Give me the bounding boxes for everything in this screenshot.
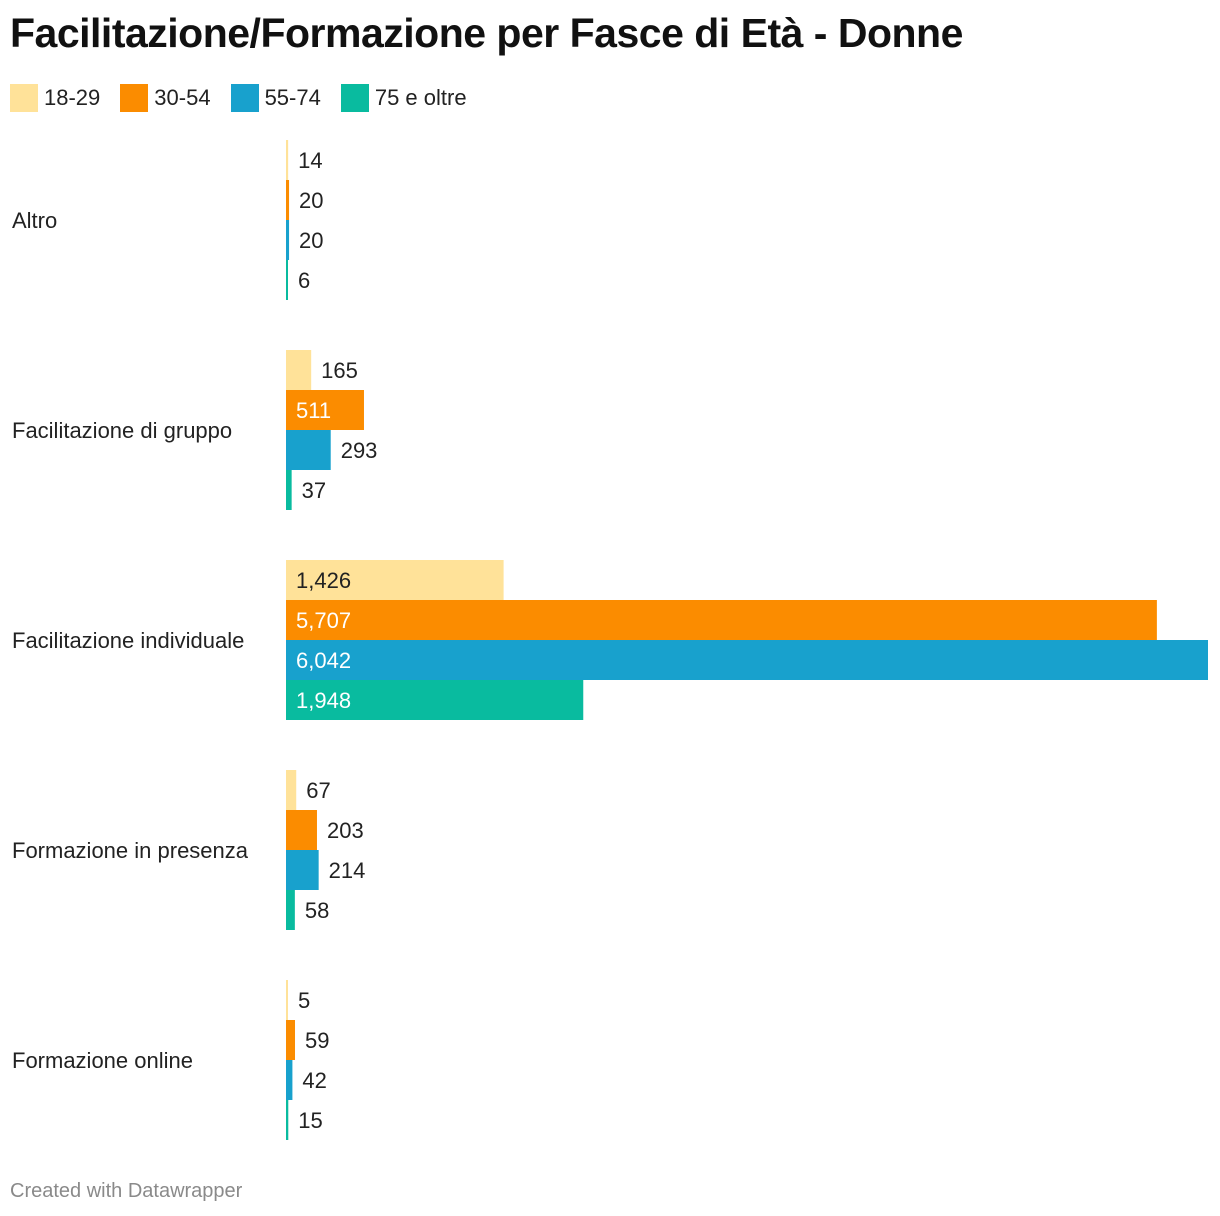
value-label-altro-55-74: 20 [299, 228, 323, 253]
bar-formazione-online-55-74 [286, 1060, 293, 1100]
bar-facilitazione-di-gruppo-18-29 [286, 350, 312, 390]
bar-facilitazione-individuale-30-54 [286, 600, 1157, 640]
value-label-facilitazione-individuale-18-29: 1,426 [296, 568, 351, 593]
bar-altro-18-29 [286, 140, 289, 180]
category-label-facilitazione-di-gruppo: Facilitazione di gruppo [12, 418, 232, 443]
legend-item-18-29: 18-29 [10, 84, 100, 112]
legend-label-30-54: 30-54 [154, 85, 211, 110]
value-label-formazione-online-18-29: 5 [298, 988, 310, 1013]
value-label-facilitazione-di-gruppo-18-29: 165 [321, 358, 358, 383]
value-label-formazione-in-presenza-18-29: 67 [306, 778, 330, 803]
bar-formazione-in-presenza-75-e-oltre [286, 890, 295, 930]
bar-formazione-online-75-e-oltre [286, 1100, 289, 1140]
bar-formazione-in-presenza-55-74 [286, 850, 319, 890]
chart-title: Facilitazione/Formazione per Fasce di Et… [10, 10, 963, 56]
bar-facilitazione-di-gruppo-75-e-oltre [286, 470, 292, 510]
bar-altro-30-54 [286, 180, 290, 220]
bar-facilitazione-di-gruppo-30-54 [286, 390, 364, 430]
value-label-formazione-in-presenza-55-74: 214 [329, 858, 366, 883]
category-label-formazione-online: Formazione online [12, 1048, 193, 1073]
legend-item-75-e-oltre: 75 e oltre [340, 84, 467, 112]
value-label-facilitazione-di-gruppo-75-e-oltre: 37 [302, 478, 326, 503]
footer-credit: Created with Datawrapper [10, 1180, 243, 1202]
legend-swatch-18-29 [10, 84, 38, 112]
legend: 18-29 30-54 55-74 75 e oltre [10, 84, 487, 112]
legend-label-18-29: 18-29 [44, 85, 101, 110]
value-label-facilitazione-individuale-30-54: 5,707 [296, 608, 351, 633]
bar-altro-75-e-oltre [286, 260, 288, 300]
legend-swatch-75-e-oltre [340, 84, 369, 112]
legend-label-75-e-oltre: 75 e oltre [374, 85, 467, 110]
bar-altro-55-74 [286, 220, 290, 260]
value-label-formazione-online-55-74: 42 [302, 1068, 326, 1093]
value-label-facilitazione-di-gruppo-55-74: 293 [341, 438, 378, 463]
value-label-facilitazione-individuale-55-74: 6,042 [296, 648, 351, 673]
value-label-facilitazione-di-gruppo-30-54: 511 [296, 398, 331, 423]
bar-facilitazione-individuale-55-74 [286, 640, 1208, 680]
value-label-formazione-online-30-54: 59 [305, 1028, 329, 1053]
value-label-altro-75-e-oltre: 6 [298, 268, 310, 293]
bar-formazione-online-18-29 [286, 980, 288, 1020]
bar-formazione-online-30-54 [286, 1020, 296, 1060]
legend-item-55-74: 55-74 [230, 84, 321, 112]
legend-swatch-55-74 [230, 84, 259, 112]
value-label-altro-18-29: 14 [298, 148, 322, 173]
bar-formazione-in-presenza-30-54 [286, 810, 317, 850]
category-label-altro: Altro [12, 208, 57, 233]
value-label-formazione-online-75-e-oltre: 15 [298, 1108, 322, 1133]
category-label-facilitazione-individuale: Facilitazione individuale [12, 628, 244, 653]
bar-facilitazione-individuale-18-29 [286, 560, 504, 600]
legend-item-30-54: 30-54 [120, 84, 211, 112]
value-label-facilitazione-individuale-75-e-oltre: 1,948 [296, 688, 351, 713]
legend-swatch-30-54 [120, 84, 149, 112]
category-label-formazione-in-presenza: Formazione in presenza [12, 838, 249, 863]
bar-facilitazione-di-gruppo-55-74 [286, 430, 331, 470]
bar-formazione-in-presenza-18-29 [286, 770, 297, 810]
value-label-formazione-in-presenza-30-54: 203 [327, 818, 364, 843]
value-label-altro-30-54: 20 [299, 188, 323, 213]
legend-label-55-74: 55-74 [264, 85, 321, 110]
bar-facilitazione-individuale-75-e-oltre [286, 680, 584, 720]
value-label-formazione-in-presenza-75-e-oltre: 58 [305, 898, 329, 923]
